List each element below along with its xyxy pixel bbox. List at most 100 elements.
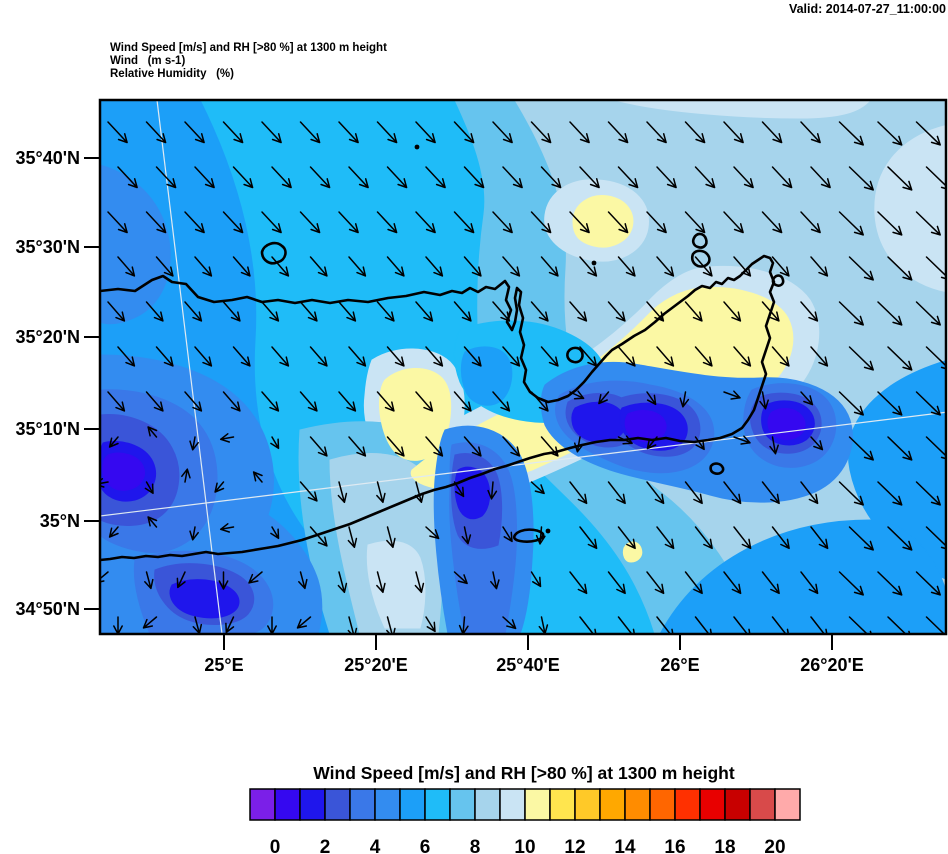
wind-arrow [453,121,475,144]
wind-arrow [915,571,941,596]
wind-arrow [176,571,186,589]
lat-tick-label: 35°N [40,511,80,531]
wind-arrow [679,391,690,408]
wind-arrow [386,256,405,277]
field-contour-patch [366,540,426,629]
coastline-path [690,249,711,268]
wind-arrow [761,301,780,322]
wind-arrow [877,121,903,146]
field-contour-patch [659,519,946,634]
colorbar-tick-label: 20 [764,837,785,854]
islet-dot [414,144,420,150]
colorbar-tick-label: 18 [714,837,735,854]
wind-arrow [761,481,780,505]
wind-arrow [723,121,744,144]
wind-arrow [271,256,290,277]
wind-arrow [386,166,408,189]
wind-arrow [270,526,280,540]
wind-arrow [887,166,913,191]
wind-arrow [723,211,744,234]
lon-tick-label: 26°E [660,655,699,675]
wind-arrow [810,166,831,189]
wind-arrow [487,481,498,500]
wind-arrow [463,436,482,457]
wind-arrow [463,166,485,189]
wind-arrow [299,391,318,412]
wind-arrow [723,571,742,595]
colorbar-cell [449,788,476,821]
lon-tick-label: 26°20'E [800,655,864,675]
wind-arrow [838,121,864,146]
wind-arrow [502,346,521,367]
wind-arrow [338,301,357,322]
wind-arrow [145,301,164,322]
colorbar-cell [574,788,601,821]
wind-arrow [338,211,359,234]
wind-arrow [107,121,128,144]
wind-arrow [117,346,136,367]
wind-arrow [915,121,941,146]
wind-arrow [723,301,742,322]
wind-arrow [733,435,751,445]
wind-arrow [376,481,386,504]
wind-arrow [800,571,819,595]
wind-arrow [338,121,359,144]
colorbar-cell [674,788,701,821]
wind-arrow [771,256,790,277]
wind-arrow [348,256,367,277]
wind-arrow [252,471,263,483]
wind-arrow [607,211,629,234]
wind-arrow [530,121,552,144]
wind-arrow [248,571,263,584]
graticule-parallel-35N [100,411,946,517]
wind-arrow [194,346,213,367]
wind-arrow [838,391,864,416]
field-contour-patch [100,164,171,325]
wind-arrow [490,571,500,590]
wind-arrow [569,571,588,595]
wind-arrow [915,481,941,506]
wind-arrow [540,346,559,367]
wind-arrow [800,121,821,144]
wind-arrow [299,211,321,234]
wind-arrow [810,346,829,367]
field-contour-patch [614,100,871,119]
wind-arrow [492,121,513,144]
wind-arrow [877,481,903,506]
wind-arrow [184,301,203,322]
wind-arrow [607,301,626,322]
wind-arrow [573,436,584,453]
field-contour-patch [767,408,806,441]
wind-arrow [144,571,154,590]
wind-arrow [492,211,513,234]
wind-arrow [299,301,318,322]
field-contour-patch [460,346,513,406]
wind-arrow [694,256,713,277]
colorbar-cell [599,788,626,821]
wind-arrow [453,481,465,498]
wind-arrow [617,526,636,550]
wind-arrow [117,256,136,277]
wind-arrow [800,391,814,406]
plot-title-line3: Relative Humidity (%) [110,68,234,80]
wind-arrow [733,166,754,189]
wind-arrow [810,526,829,550]
coastline-path [771,274,785,287]
wind-arrow [540,436,559,457]
wind-arrow [192,616,203,634]
wind-arrow [617,166,639,189]
wind-arrow [415,211,436,234]
wind-arrow [646,301,665,322]
wind-arrow [771,346,790,367]
field-contour-patch [102,452,145,491]
wind-arrow [877,301,903,326]
wind-arrow [540,166,562,189]
wind-arrow [694,346,713,367]
wind-arrow [145,121,167,144]
wind-arrow [656,256,675,277]
lat-tick-label: 35°10'N [15,419,80,439]
wind-arrow [376,211,398,234]
wind-arrow [189,436,199,451]
wind-arrow [142,616,158,629]
wind-arrow [267,616,277,634]
